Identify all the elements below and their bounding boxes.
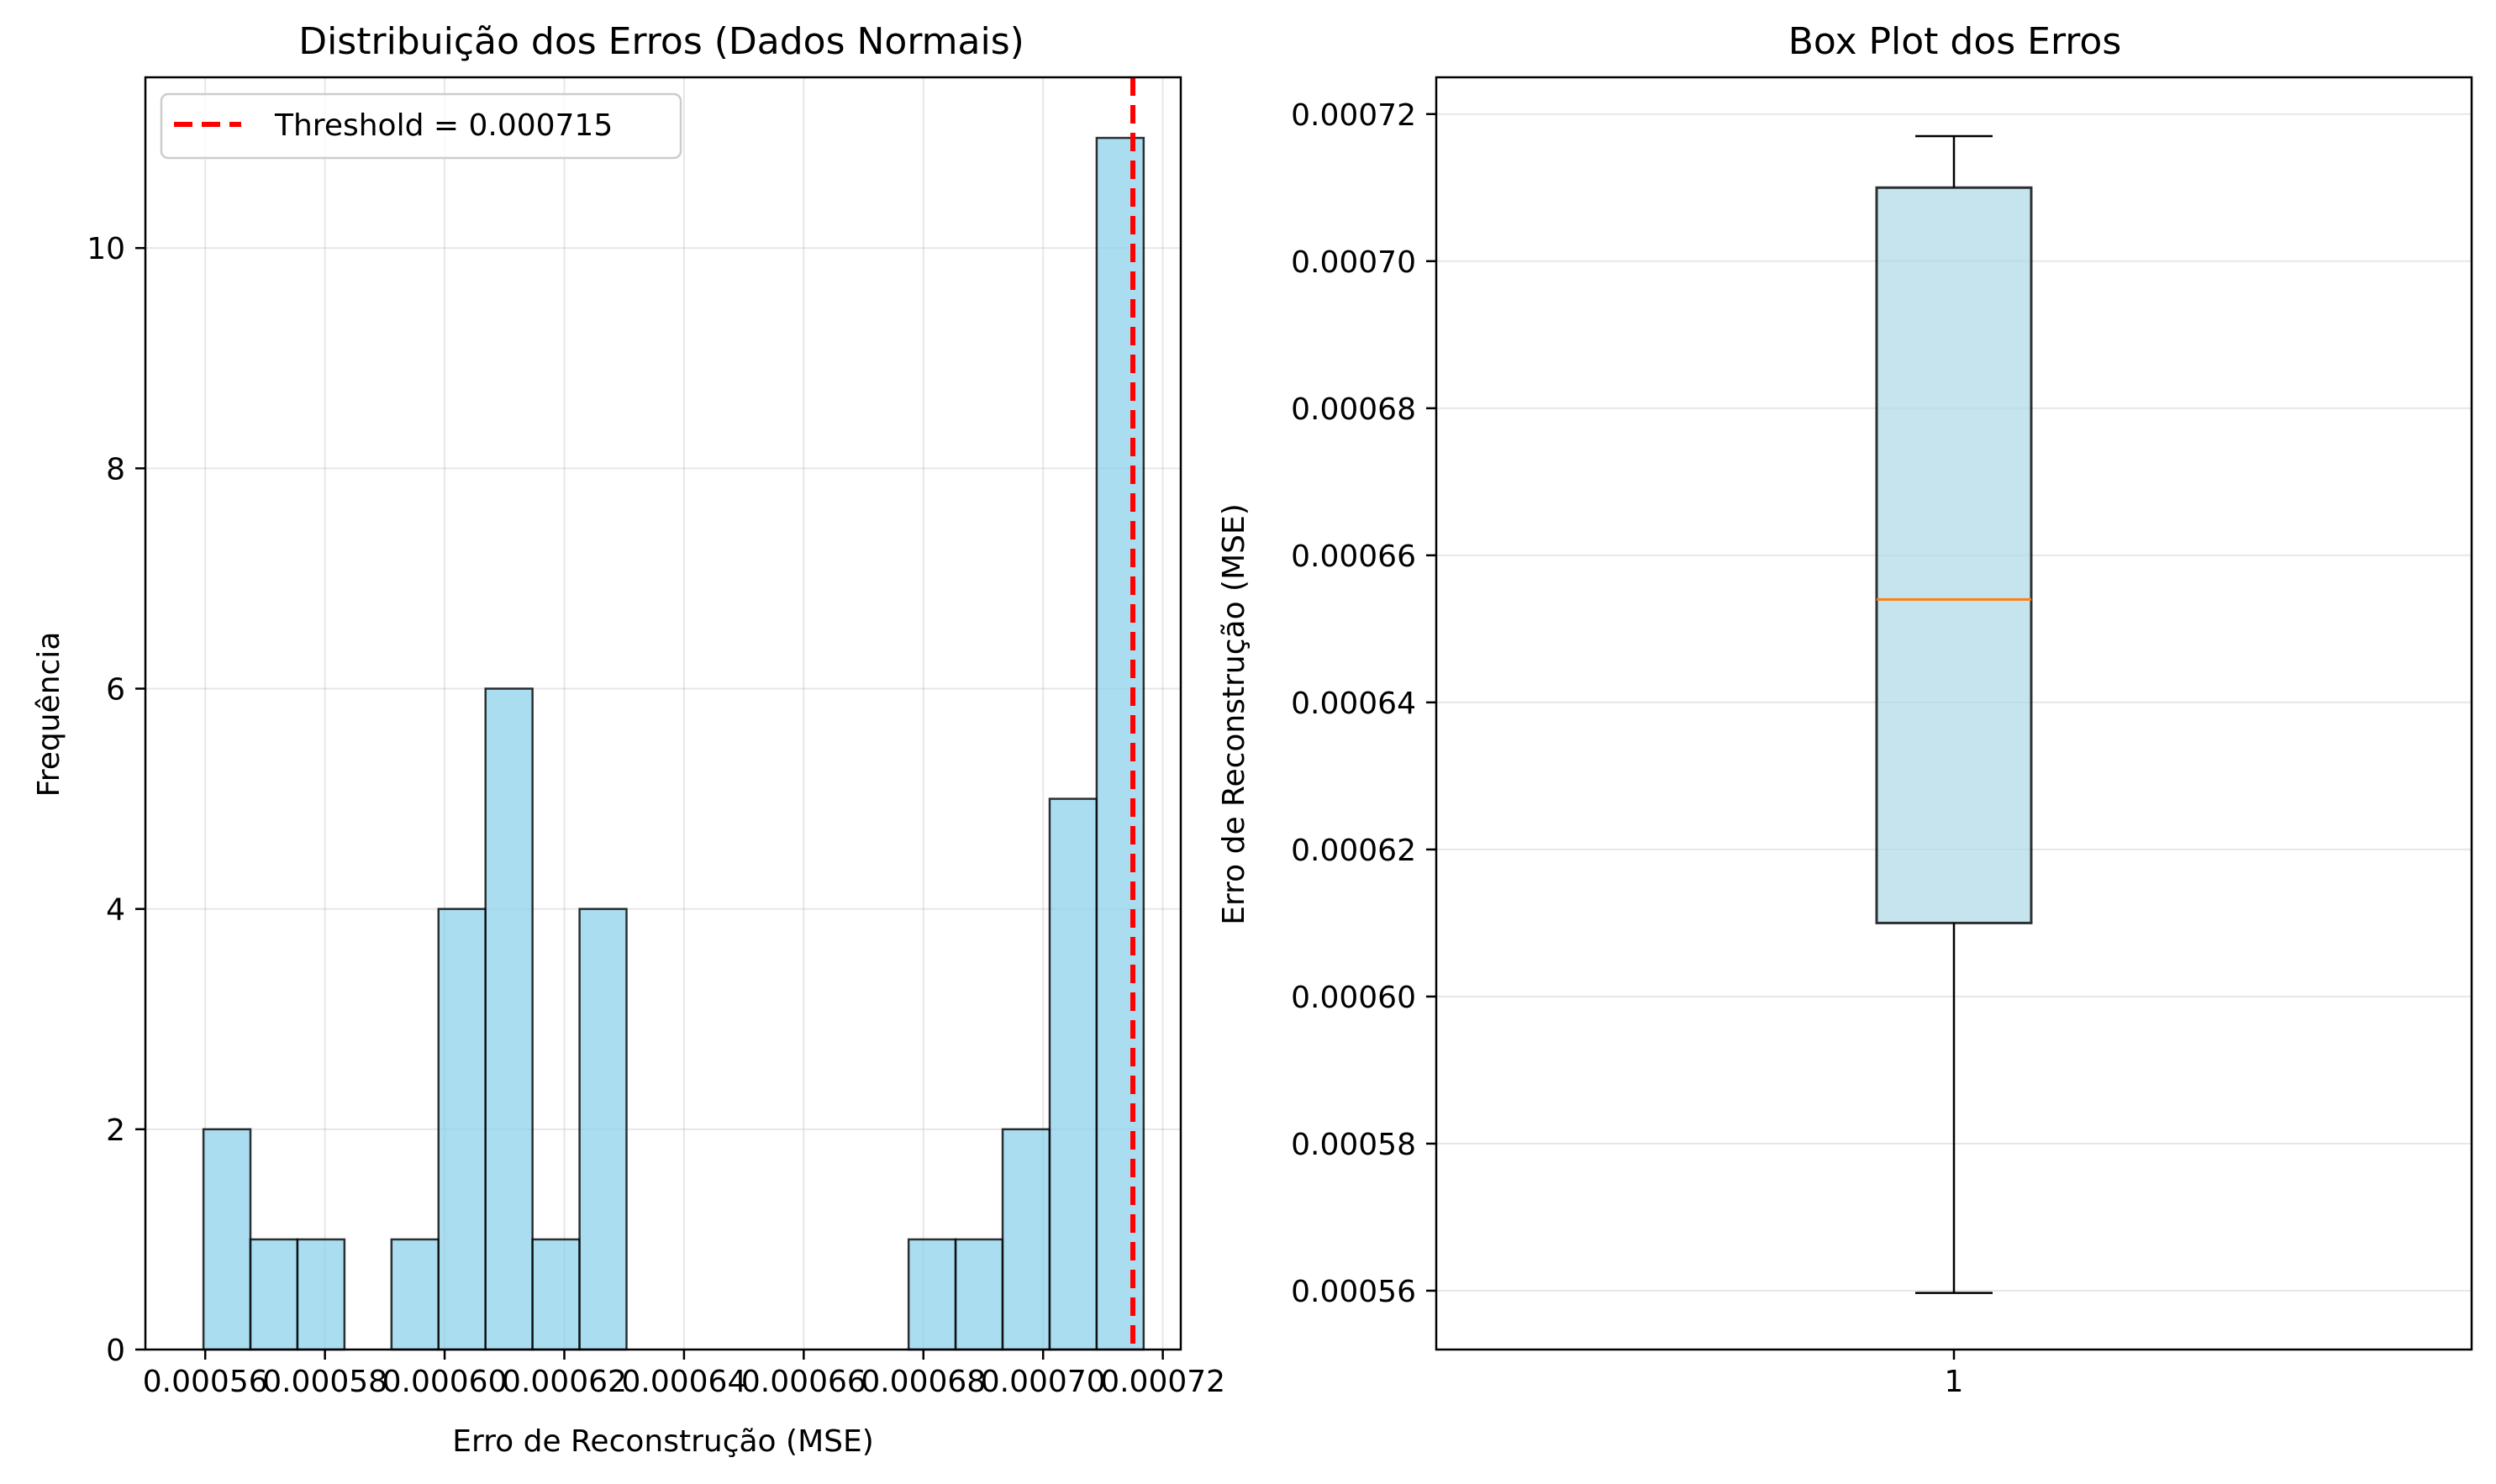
interquartile-box [1875,186,2033,924]
histogram-x-label: Erro de Reconstrução (MSE) [452,1424,874,1459]
histogram-bar-4 [390,1238,440,1351]
hist-xtick-label-3: 0.00062 [502,1365,627,1399]
histogram-bar-7 [531,1238,581,1351]
hist-ytick-label-3: 6 [106,673,125,708]
box-ytick-label-6: 0.00068 [1291,392,1416,427]
hist-ytick-label-0: 0 [106,1334,125,1368]
boxplot-title: Box Plot dos Erros [1788,20,2122,63]
legend-frame [160,92,682,160]
histogram-bar-6 [484,687,534,1351]
histogram-bar-18 [1048,797,1098,1351]
histogram-bar-16 [954,1238,1004,1351]
histogram-bar-2 [296,1238,346,1351]
histogram-grid [145,77,1181,1350]
hist-ytick-label-5: 10 [87,232,125,266]
histogram-bar-17 [1001,1128,1051,1351]
box-ytick-label-3: 0.00062 [1291,834,1416,868]
hist-xtick-label-2: 0.00060 [382,1365,508,1399]
hist-ytick-label-4: 8 [106,452,125,487]
hist-xtick-label-1: 0.00058 [262,1365,387,1399]
hist-ytick-label-1: 2 [106,1113,125,1148]
boxplot-y-label: Erro de Reconstrução (MSE) [1217,503,1251,925]
histogram-bar-15 [907,1238,957,1351]
histogram-y-ticks: 0 2 4 6 8 10 [87,232,145,1368]
box-ytick-label-0: 0.00056 [1291,1275,1416,1309]
histogram-bar-19 [1095,136,1145,1351]
hist-xtick-label-7: 0.00070 [981,1365,1106,1399]
histogram-bar-5 [437,908,487,1351]
box-ytick-label-2: 0.00060 [1291,981,1416,1015]
histogram-legend: Threshold = 0.000715 [160,92,682,160]
boxplot-shape [1875,134,2033,1294]
hist-xtick-label-8: 0.00072 [1100,1365,1225,1399]
histogram-panel: Distribuição dos Erros (Dados Normais) 0… [32,20,1225,1459]
histogram-bar-8 [578,908,628,1351]
histogram-x-ticks: 0.000560.000580.000600.000620.000640.000… [143,1350,1225,1399]
box-ytick-label-5: 0.00066 [1291,539,1416,574]
histogram-bar-0 [202,1128,252,1351]
hist-xtick-label-5: 0.00066 [741,1365,866,1399]
histogram-y-label: Frequência [32,632,66,797]
hist-xtick-label-0: 0.00056 [143,1365,268,1399]
hist-xtick-label-6: 0.00068 [861,1365,986,1399]
histogram-title: Distribuição dos Erros (Dados Normais) [298,20,1024,63]
histogram-bars [202,136,1145,1351]
boxplot-y-ticks: 0.00056 0.00058 0.00060 0.00062 0.00064 0.000… [1291,98,1436,1309]
boxplot-panel: Box Plot dos Erros 0.00056 0.00058 0.00060… [1217,20,2473,1399]
histogram-plot-frame [144,76,1182,1351]
histogram-bar-1 [249,1238,299,1351]
box-ytick-label-4: 0.00064 [1291,687,1416,721]
box-ytick-label-7: 0.00070 [1291,245,1416,280]
boxplot-x-ticks: 1 [1945,1350,1964,1399]
box-ytick-label-1: 0.00058 [1291,1128,1416,1162]
box-ytick-label-8: 0.00072 [1291,98,1416,133]
hist-ytick-label-2: 4 [106,893,125,928]
hist-xtick-label-4: 0.00064 [621,1365,746,1399]
legend-threshold-label: Threshold = 0.000715 [274,108,613,143]
box-xtick-label-0: 1 [1945,1365,1964,1399]
